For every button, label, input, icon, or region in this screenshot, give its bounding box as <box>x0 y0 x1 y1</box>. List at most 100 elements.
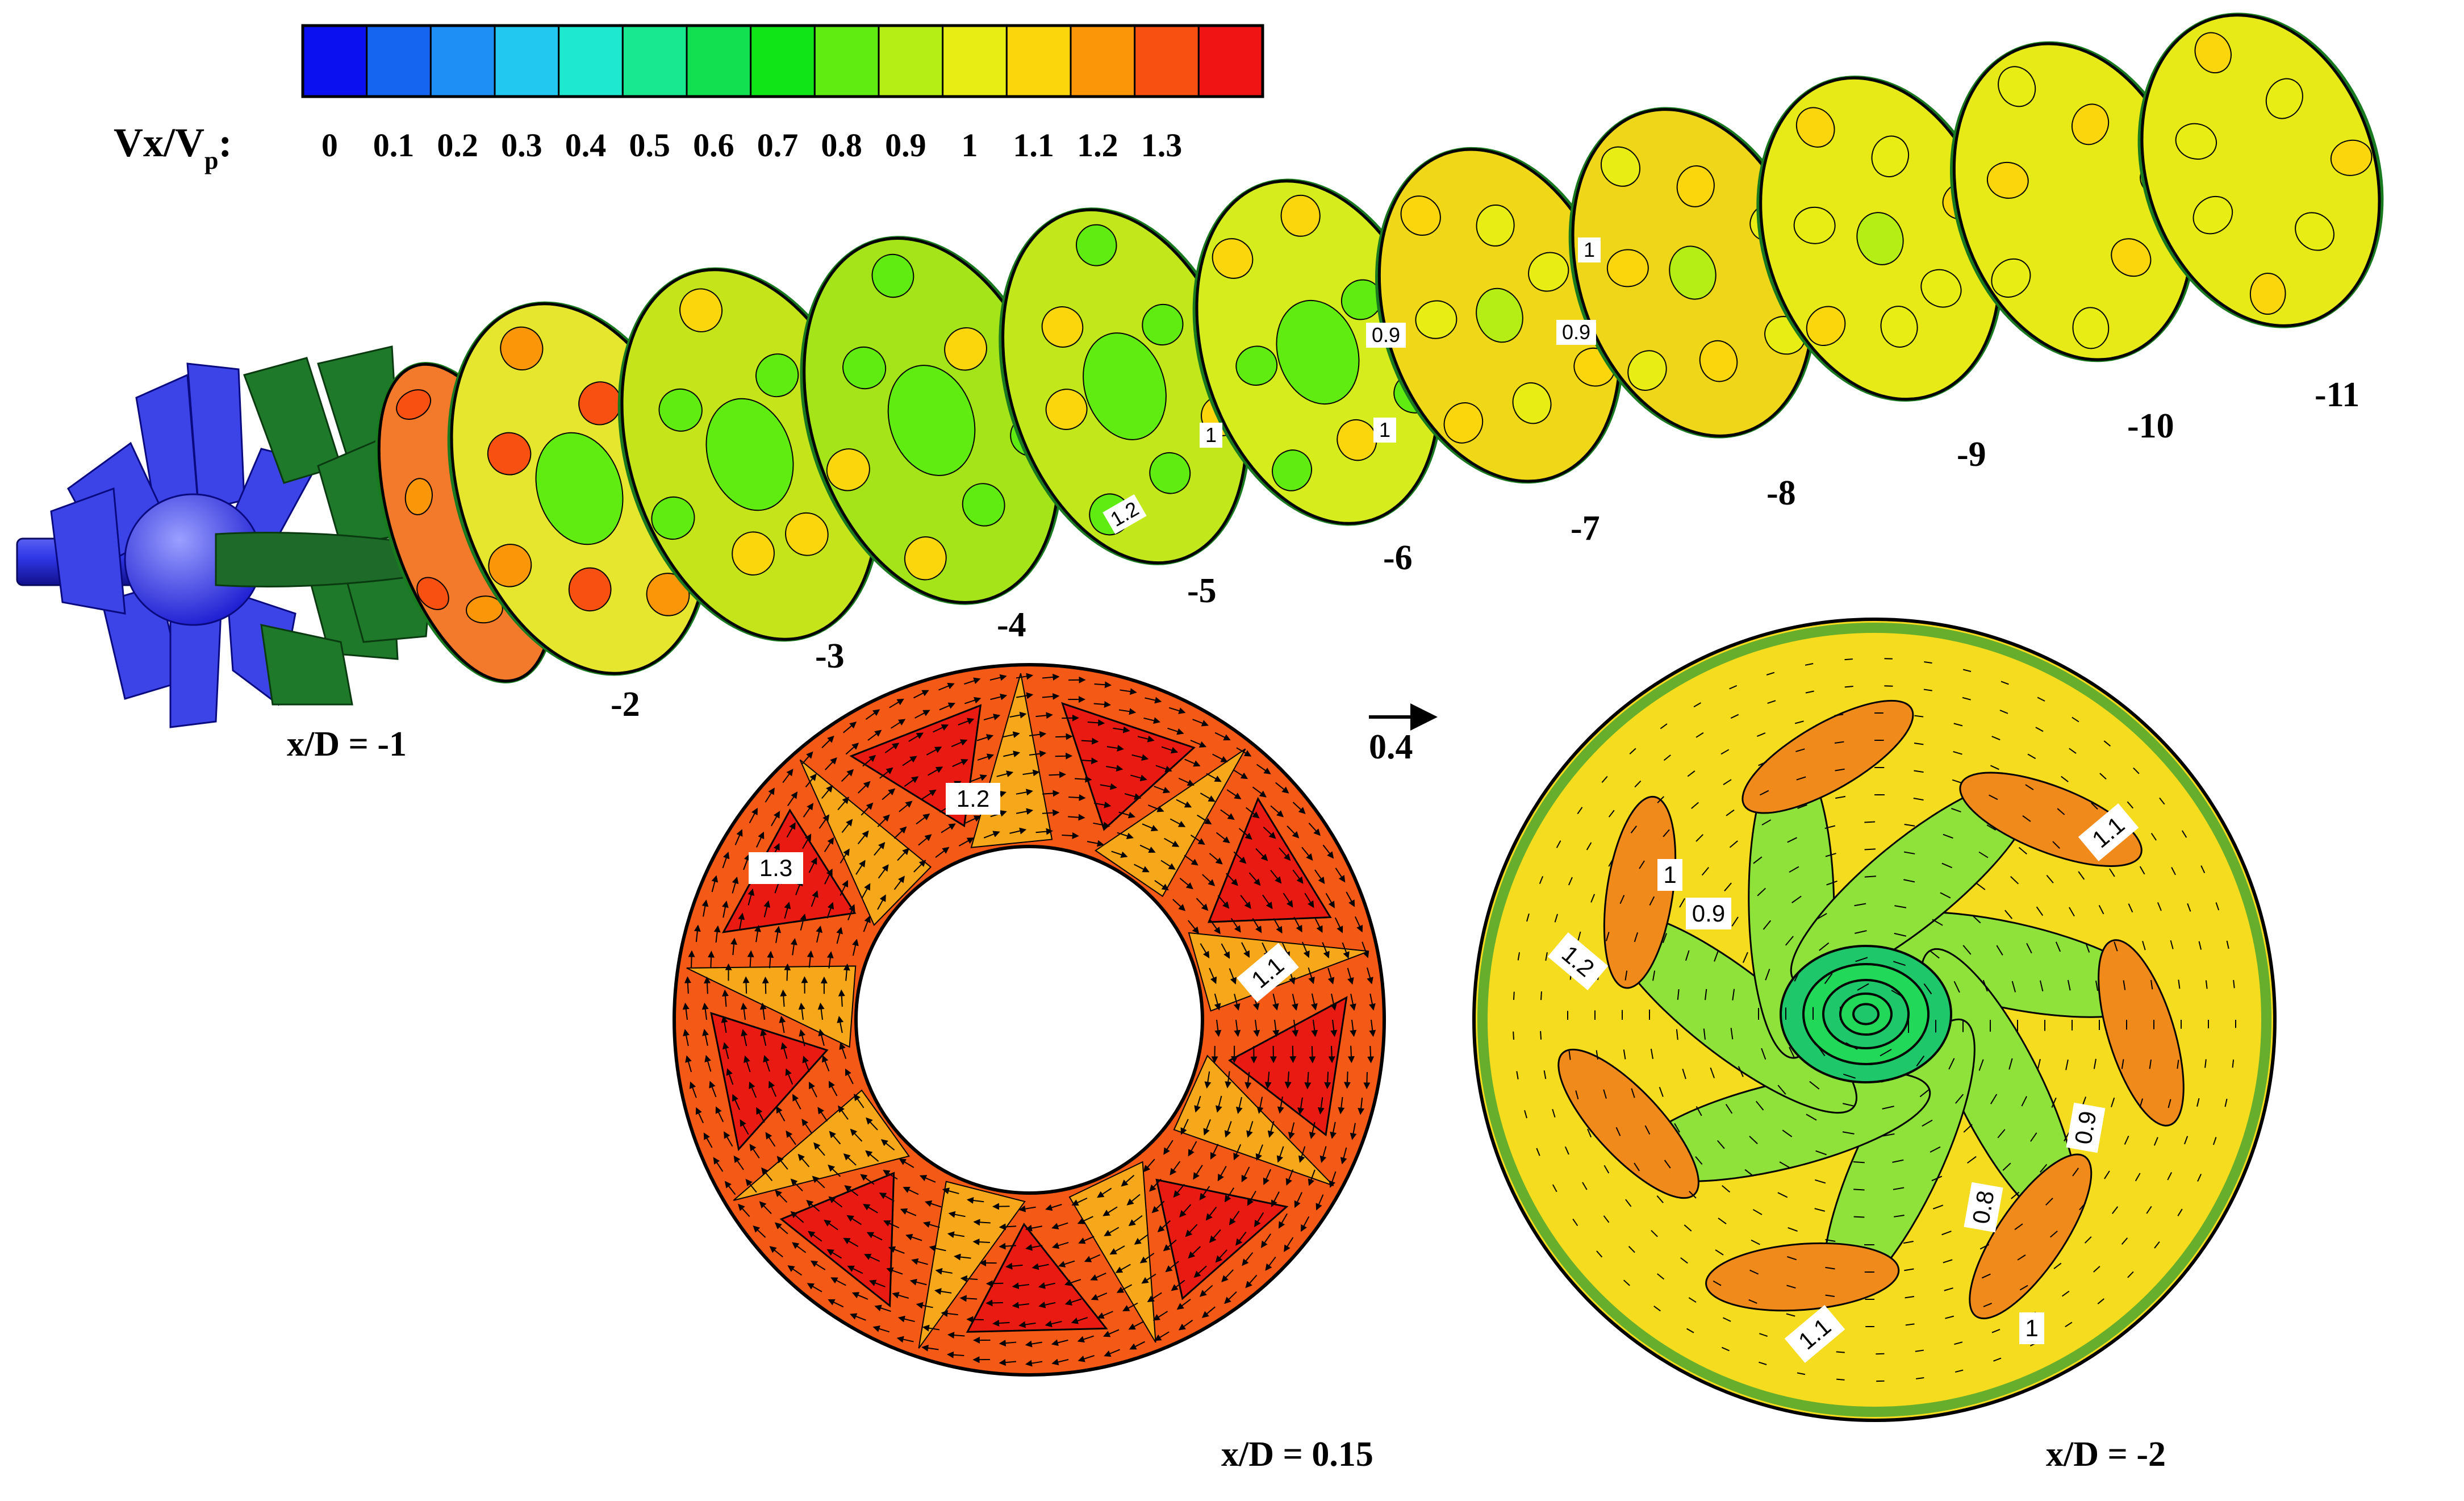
velocity-vector <box>868 1279 886 1287</box>
velocity-vector <box>1882 1133 1895 1137</box>
velocity-vector <box>1122 1302 1138 1312</box>
velocity-vector <box>1552 1109 1556 1118</box>
velocity-vector <box>1106 744 1124 752</box>
velocity-vector <box>1102 1329 1120 1337</box>
velocity-vector <box>2037 697 2045 702</box>
velocity-vector <box>1577 807 1583 815</box>
velocity-vector <box>2114 941 2118 952</box>
velocity-vector <box>1071 1317 1088 1324</box>
velocity-vector <box>2065 1059 2069 1070</box>
velocity-vector <box>694 924 701 942</box>
velocity-vector <box>688 950 695 968</box>
velocity-vector <box>1291 994 1298 1011</box>
velocity-vector <box>914 710 930 719</box>
section-position-labels: x/D = -1 -2 -3 -4 -5 -6 -7 -8 -9 -10 -11 <box>287 376 2359 764</box>
velocity-vector <box>1142 823 1159 832</box>
velocity-vector <box>801 1119 812 1133</box>
velocity-vector <box>771 811 780 827</box>
velocity-vector <box>1301 941 1310 958</box>
velocity-vector <box>1304 1071 1312 1090</box>
velocity-vector <box>1263 826 1276 839</box>
velocity-vector <box>1915 1349 1924 1352</box>
velocity-vector <box>1051 1358 1069 1366</box>
velocity-vector <box>790 1211 804 1223</box>
velocity-vector <box>1199 1186 1210 1200</box>
velocity-vector <box>1552 1184 1557 1193</box>
section-plane <box>1568 107 1817 439</box>
contour-blob <box>1606 249 1649 287</box>
contour-label: 0.9 <box>1692 900 1725 927</box>
velocity-vector <box>2168 1099 2171 1108</box>
velocity-vector <box>1724 882 1732 891</box>
velocity-vector <box>966 1316 984 1323</box>
velocity-vector <box>1147 1292 1162 1303</box>
velocity-vector <box>738 1203 750 1218</box>
velocity-vector <box>1224 1291 1237 1304</box>
velocity-vector <box>760 1028 767 1046</box>
reference-vector: 0.4 <box>1369 703 1438 766</box>
contour-blob <box>1600 146 1641 187</box>
velocity-vector <box>1273 918 1283 934</box>
velocity-vector <box>1714 950 1719 962</box>
contour-label: 0.9 <box>1372 323 1400 347</box>
velocity-vector <box>2011 981 2016 993</box>
velocity-vector <box>1256 764 1271 774</box>
velocity-vector <box>838 989 845 1007</box>
velocity-vector <box>1284 1237 1294 1252</box>
velocity-vector <box>947 1231 965 1239</box>
velocity-vector <box>1761 819 1772 825</box>
velocity-vector <box>1905 1296 1915 1299</box>
velocity-vector <box>1170 818 1186 827</box>
velocity-vector <box>1855 930 1867 934</box>
contour-blob <box>2192 195 2233 235</box>
velocity-vector <box>1117 832 1134 840</box>
velocity-vector <box>1284 1071 1292 1089</box>
velocity-vector <box>1979 1244 1990 1250</box>
velocity-vector <box>1786 1285 1796 1289</box>
velocity-vector <box>864 1253 880 1262</box>
velocity-vector <box>1815 1179 1826 1184</box>
velocity-vector <box>1634 932 1639 943</box>
velocity-vector <box>1948 1058 1955 1070</box>
velocity-vector <box>1962 945 1972 955</box>
velocity-vector <box>1572 1219 1578 1226</box>
velocity-vector <box>1608 858 1614 867</box>
velocity-vector <box>1269 1045 1277 1064</box>
velocity-vector <box>1068 794 1086 801</box>
velocity-vector <box>1314 869 1325 885</box>
velocity-vector <box>1826 880 1837 886</box>
velocity-vector <box>2177 1208 2183 1216</box>
velocity-vector <box>1809 1081 1820 1090</box>
velocity-vector <box>939 702 956 711</box>
legend-swatch <box>1134 24 1200 98</box>
contour-blob <box>1212 238 1254 279</box>
velocity-vector <box>2084 1236 2092 1244</box>
color-legend: Vx/Vp: 0 0.1 0.2 0.3 0.4 0.5 0.6 0.7 0.8 0.9 1 1.1 1… <box>114 24 1264 174</box>
velocity-vector <box>1240 895 1251 909</box>
velocity-vector <box>1686 1328 1694 1333</box>
velocity-vector <box>1214 732 1231 741</box>
velocity-vector <box>1989 794 1998 800</box>
velocity-vector <box>1943 1259 1953 1264</box>
velocity-vector <box>1715 1249 1724 1256</box>
velocity-vector <box>740 1119 749 1135</box>
velocity-vector <box>1143 717 1161 724</box>
velocity-vector <box>1730 1028 1734 1040</box>
velocity-vector <box>992 1320 1010 1327</box>
velocity-vector <box>1055 733 1073 740</box>
velocity-vector <box>1653 1306 1661 1312</box>
velocity-vector <box>1308 822 1321 836</box>
velocity-vector <box>1238 828 1252 840</box>
velocity-vector <box>1718 1218 1727 1225</box>
velocity-vector <box>2226 940 2229 949</box>
velocity-vector <box>2139 866 2145 875</box>
velocity-vector <box>702 1028 709 1046</box>
velocity-vector <box>1729 685 1738 690</box>
velocity-vector <box>1634 780 1642 788</box>
velocity-vector <box>1038 1282 1055 1289</box>
velocity-vector <box>732 877 739 894</box>
velocity-vector <box>1271 1191 1280 1207</box>
mid-wedge <box>1095 748 1246 897</box>
velocity-vector <box>1252 918 1262 933</box>
